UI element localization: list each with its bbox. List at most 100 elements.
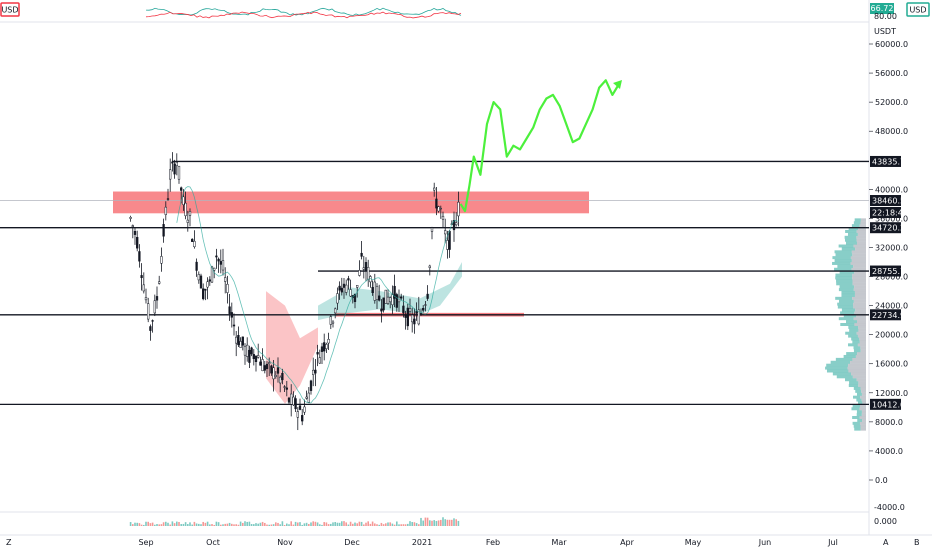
level-price-badge <box>870 309 901 321</box>
volume-bar <box>255 523 257 526</box>
candle-body <box>147 303 150 320</box>
timezone-corner-label[interactable]: Z <box>6 538 12 547</box>
candle-body <box>239 341 242 348</box>
candle-body <box>182 196 185 205</box>
horizontal-levels[interactable] <box>0 160 869 405</box>
volume-profile-bar <box>857 320 866 324</box>
volume-bar <box>330 523 332 526</box>
candle-body <box>347 278 350 281</box>
volume-profile-bar <box>855 314 866 318</box>
volume-profile-bar <box>860 221 866 225</box>
volume-profile-bar <box>852 421 860 425</box>
level-price-badge <box>870 195 901 207</box>
candle-body <box>142 284 145 292</box>
volume-profile-bar <box>838 288 854 292</box>
volume-profile-bar <box>841 308 856 312</box>
volume-bar <box>367 521 369 526</box>
volume-profile-bar <box>851 259 866 263</box>
volume-bar <box>231 523 233 526</box>
volume-bar <box>215 521 218 526</box>
indicator-scale-label: 80.00 <box>874 12 897 21</box>
candle-body <box>153 300 156 314</box>
volume-profile-bar <box>856 331 866 335</box>
volume-profile-bar <box>834 250 852 254</box>
volume-profile-bar <box>848 334 858 338</box>
price-tick-label: 0.0 <box>875 476 888 485</box>
volume-bar <box>209 524 211 526</box>
candle-body <box>281 372 284 381</box>
projection-path[interactable] <box>459 79 620 213</box>
volume-profile-bar <box>848 325 859 329</box>
bearish-cloud <box>266 291 318 404</box>
price-tick-label: 60000.0 <box>875 40 908 49</box>
volume-bar <box>171 521 174 526</box>
volume-profile-bar <box>859 421 866 425</box>
volume-bar <box>380 522 383 526</box>
volume-profile-bar <box>858 325 866 329</box>
volume-profile-bar <box>838 317 854 321</box>
candle-body <box>193 240 196 248</box>
volume-bar <box>431 520 433 526</box>
indicator-readout-text: 66.72 <box>871 4 894 13</box>
candle-body <box>158 281 161 284</box>
level-price-text: 28755.7 <box>872 267 905 276</box>
volume-bar <box>189 522 191 526</box>
candle-body <box>276 367 280 374</box>
volume-bar <box>297 522 299 526</box>
candle-body <box>336 293 339 304</box>
candle-body <box>393 285 396 299</box>
level-price-labels: 43835.7 38460.5 34720.2 28755.7 22734.9 10412… <box>870 155 905 410</box>
volume-bar <box>193 521 196 526</box>
volume-bar <box>429 520 431 526</box>
volume-bar <box>173 523 176 526</box>
time-tick-label: Oct <box>206 538 220 547</box>
volume-profile-bar <box>856 392 862 396</box>
time-tick-label: Feb <box>486 538 500 547</box>
volume-bar <box>360 521 363 526</box>
candle-body <box>455 222 458 226</box>
volume-bar <box>211 524 213 526</box>
candle-body <box>292 396 295 406</box>
candle-body <box>171 161 174 164</box>
auto-scale-label[interactable]: A <box>883 538 889 547</box>
candle-body <box>382 297 385 311</box>
candle-body <box>208 279 211 282</box>
candle-body <box>452 220 456 231</box>
candle-body <box>325 344 328 349</box>
volume-profile-bar <box>853 424 861 428</box>
candle-body <box>129 217 132 219</box>
volume-profile-bar <box>840 322 855 326</box>
volume-profile-bar <box>855 247 866 251</box>
currency-badge-right[interactable] <box>906 2 930 17</box>
volume-profile-bar <box>854 322 866 326</box>
level-price-badge <box>870 398 901 410</box>
volume-bar <box>187 524 189 526</box>
candlestick-series <box>129 152 460 431</box>
candle-body <box>283 386 286 388</box>
currency-badge-left[interactable] <box>0 2 20 17</box>
candle-body <box>314 369 317 374</box>
volume-bar <box>242 522 244 526</box>
candle-body <box>389 297 392 303</box>
volume-bar <box>396 521 398 526</box>
volume-bar <box>378 524 380 526</box>
indicator-pane <box>145 7 462 19</box>
volume-bar <box>248 521 251 526</box>
candle-body <box>186 219 189 223</box>
volume-profile-bar <box>850 261 866 265</box>
volume-profile-bar <box>856 238 866 242</box>
volume-bar <box>206 521 209 526</box>
volume-profile-bar <box>835 357 853 361</box>
time-axis[interactable]: Sep Oct Nov Dec 2021 Feb Mar Apr May Jun Jul <box>138 538 837 547</box>
resistance-zone[interactable] <box>113 191 589 214</box>
log-scale-label[interactable]: B <box>914 538 920 547</box>
volume-profile-bar <box>854 285 866 289</box>
volume-bar <box>182 523 185 526</box>
candle-body <box>318 357 321 364</box>
candle-body <box>391 294 394 306</box>
candle-body <box>296 411 299 418</box>
candle-body <box>345 284 348 293</box>
volume-bar <box>409 521 411 526</box>
candle-body <box>230 312 233 318</box>
